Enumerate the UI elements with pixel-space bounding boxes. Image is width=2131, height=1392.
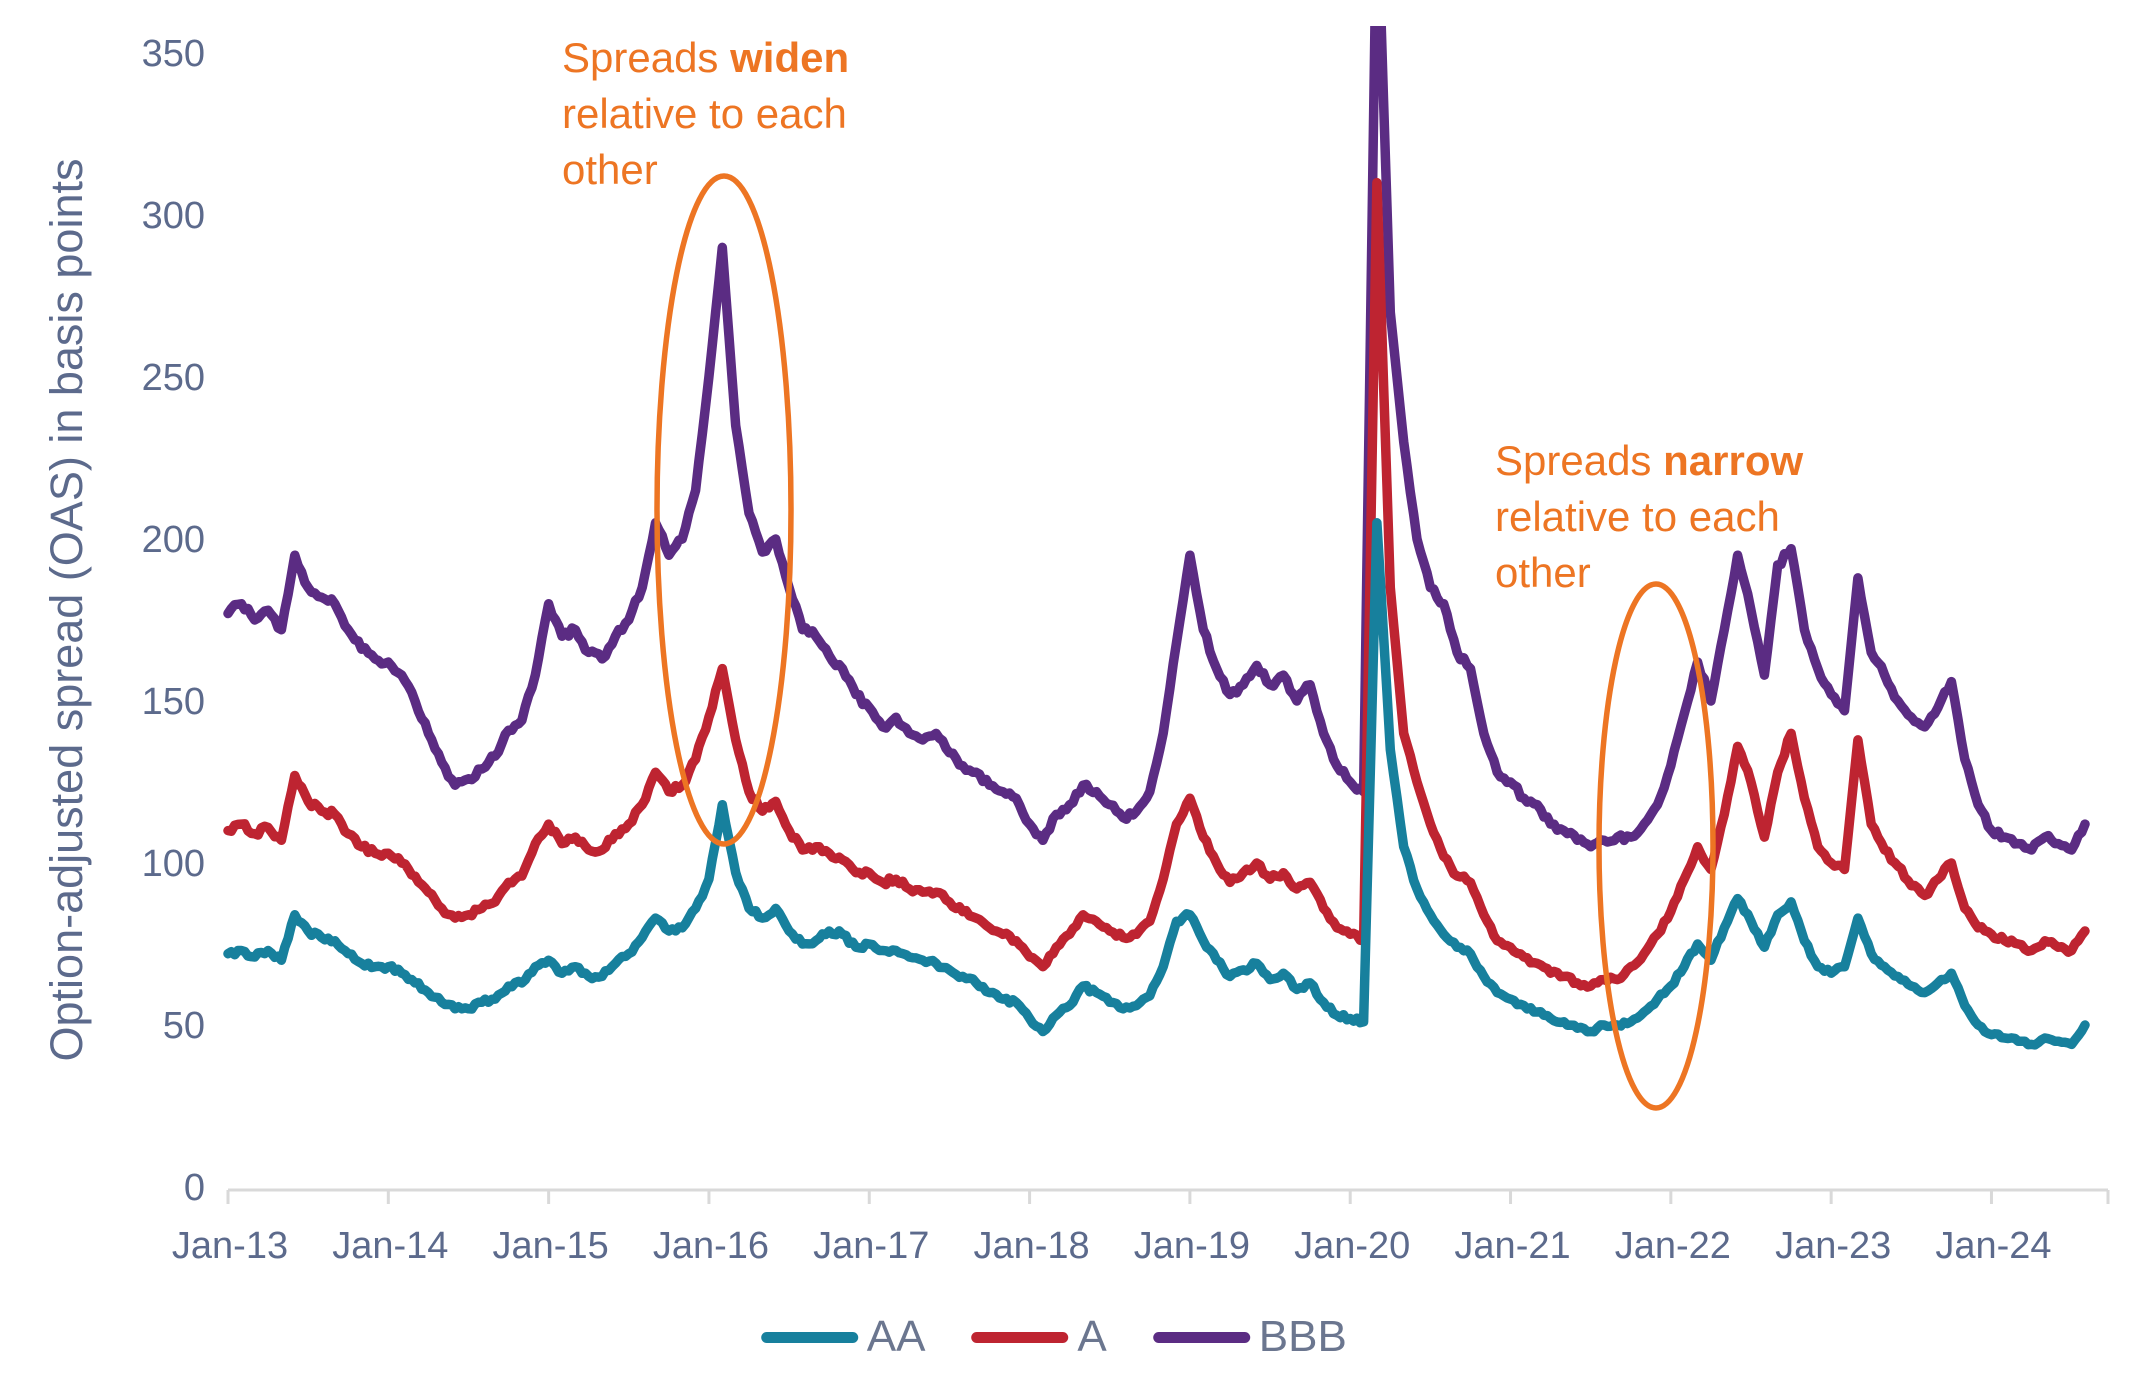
legend-item-a: A — [971, 1312, 1107, 1362]
legend: AA A BBB — [760, 1312, 1347, 1362]
annotation-narrow-line2: relative to each — [1495, 493, 1780, 540]
y-tick-label-350: 350 — [142, 33, 205, 75]
x-tick-label-jan-21: Jan-21 — [1454, 1225, 1570, 1267]
annotation-narrow: Spreads narrow relative to each other — [1495, 433, 1803, 601]
x-tick-label-jan-16: Jan-16 — [653, 1225, 769, 1267]
widen-ellipse — [654, 173, 794, 847]
annotation-narrow-line3: other — [1495, 549, 1591, 596]
y-tick-label-50: 50 — [163, 1005, 205, 1047]
legend-item-bbb: BBB — [1152, 1312, 1347, 1362]
series-bbb-line — [223, 26, 2090, 855]
legend-swatch-a — [971, 1331, 1069, 1343]
annotation-widen-line3: other — [562, 146, 658, 193]
narrow-ellipse — [1596, 581, 1716, 1111]
x-tick-label-jan-24: Jan-24 — [1935, 1225, 2051, 1267]
annotation-widen: Spreads widen relative to each other — [562, 30, 849, 198]
legend-label-aa: AA — [866, 1312, 926, 1361]
x-tick-label-jan-19: Jan-19 — [1134, 1225, 1250, 1267]
x-tick-label-jan-23: Jan-23 — [1775, 1225, 1891, 1267]
series-path-bbb — [223, 26, 2090, 855]
y-tick-label-250: 250 — [142, 357, 205, 399]
legend-item-aa: AA — [760, 1312, 926, 1362]
x-tick-label-jan-15: Jan-15 — [493, 1225, 609, 1267]
x-tick-label-jan-13: Jan-13 — [172, 1225, 288, 1267]
y-axis-title: Option-adjusted spread (OAS) in basis po… — [41, 159, 92, 1062]
legend-swatch-bbb — [1152, 1331, 1250, 1343]
x-tick-label-jan-22: Jan-22 — [1615, 1225, 1731, 1267]
x-axis-tick-labels: Jan-13 Jan-14 Jan-15 Jan-16 Jan-17 Jan-18 Jan-… — [172, 1225, 2052, 1267]
x-tick-label-jan-17: Jan-17 — [813, 1225, 929, 1267]
series-path-a — [223, 177, 2090, 992]
series-a-line — [223, 177, 2090, 992]
x-axis — [226, 1188, 2110, 1204]
y-tick-label-100: 100 — [142, 843, 205, 885]
legend-swatch-aa — [760, 1331, 858, 1343]
legend-label-a: A — [1077, 1312, 1107, 1361]
y-tick-label-0: 0 — [184, 1167, 205, 1209]
x-tick-label-jan-18: Jan-18 — [973, 1225, 1089, 1267]
annotation-widen-line2: relative to each — [562, 90, 847, 137]
series-path-aa — [223, 518, 2090, 1050]
annotation-narrow-line1: Spreads narrow — [1495, 437, 1804, 484]
series-aa-line — [223, 518, 2090, 1050]
y-tick-label-300: 300 — [142, 195, 205, 237]
y-axis-tick-labels: 0 50 100 150 200 250 300 350 — [142, 33, 205, 1209]
y-tick-label-150: 150 — [142, 681, 205, 723]
x-tick-label-jan-20: Jan-20 — [1294, 1225, 1410, 1267]
legend-label-bbb: BBB — [1258, 1312, 1347, 1361]
annotation-widen-line1: Spreads widen — [562, 34, 850, 81]
annotation-ellipses — [654, 173, 1716, 1111]
y-tick-label-200: 200 — [142, 519, 205, 561]
x-tick-label-jan-14: Jan-14 — [332, 1225, 448, 1267]
